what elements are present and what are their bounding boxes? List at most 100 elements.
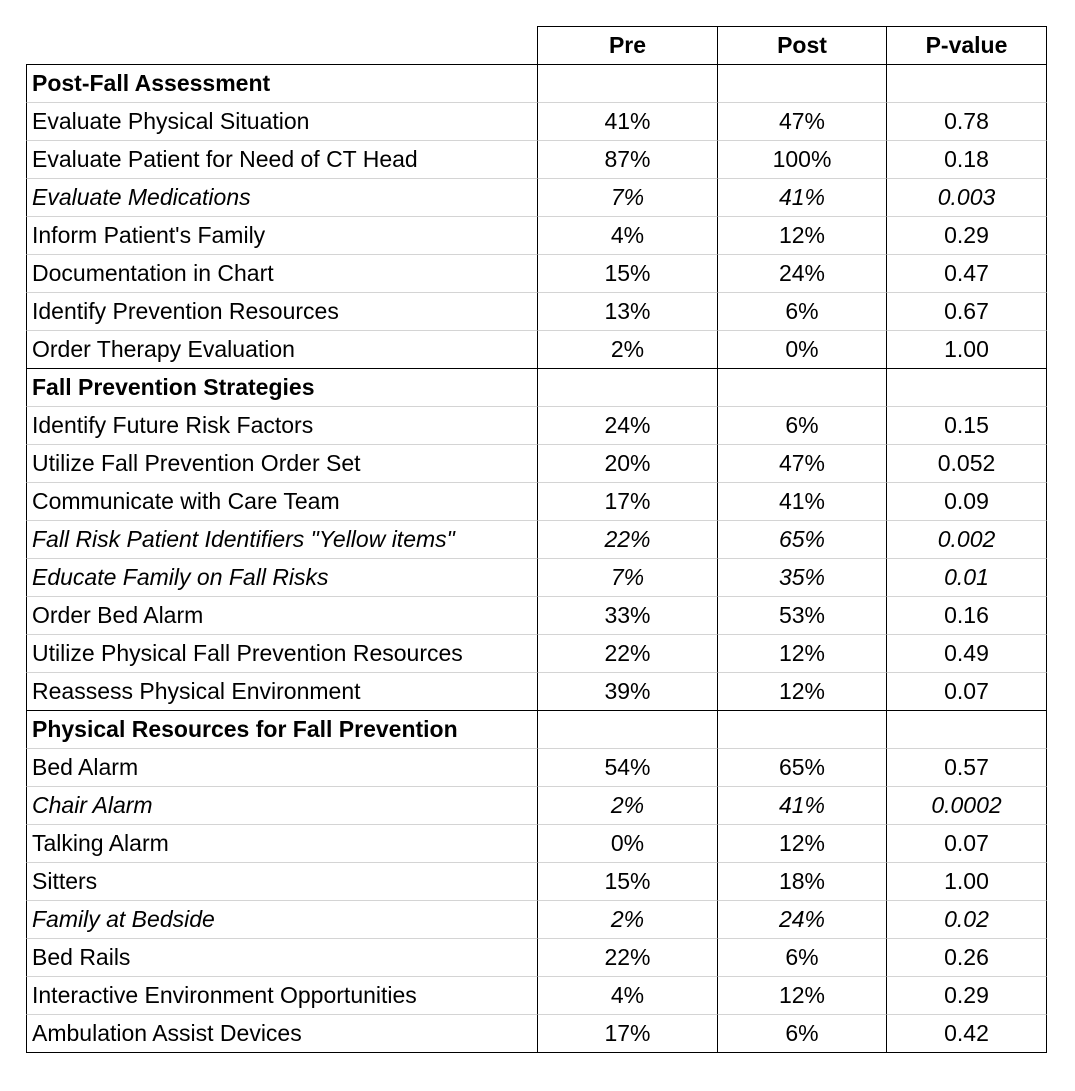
data-row: Family at Bedside 2% 24% 0.02 [26, 900, 1047, 938]
row-label: Identify Prevention Resources [26, 292, 537, 330]
post-value: 12% [717, 216, 886, 254]
row-label: Reassess Physical Environment [26, 672, 537, 710]
data-row: Evaluate Physical Situation 41% 47% 0.78 [26, 102, 1047, 140]
pre-value: 17% [537, 1014, 717, 1053]
post-value: 6% [717, 292, 886, 330]
p-value: 0.01 [886, 558, 1047, 596]
empty-cell [717, 368, 886, 406]
section-row: Physical Resources for Fall Prevention [26, 710, 1047, 748]
post-value: 100% [717, 140, 886, 178]
post-value: 12% [717, 824, 886, 862]
data-row: Identify Future Risk Factors 24% 6% 0.15 [26, 406, 1047, 444]
post-value: 41% [717, 786, 886, 824]
empty-cell [886, 368, 1047, 406]
p-value: 0.07 [886, 672, 1047, 710]
column-header: Post [717, 26, 886, 64]
post-value: 35% [717, 558, 886, 596]
post-value: 65% [717, 748, 886, 786]
pre-value: 22% [537, 634, 717, 672]
row-label: Documentation in Chart [26, 254, 537, 292]
data-row: Identify Prevention Resources 13% 6% 0.67 [26, 292, 1047, 330]
pre-value: 17% [537, 482, 717, 520]
pre-value: 41% [537, 102, 717, 140]
pre-value: 4% [537, 976, 717, 1014]
post-value: 24% [717, 254, 886, 292]
data-row: Talking Alarm 0% 12% 0.07 [26, 824, 1047, 862]
empty-cell [537, 368, 717, 406]
row-label: Identify Future Risk Factors [26, 406, 537, 444]
row-label: Talking Alarm [26, 824, 537, 862]
post-value: 41% [717, 482, 886, 520]
row-label: Evaluate Patient for Need of CT Head [26, 140, 537, 178]
post-value: 47% [717, 444, 886, 482]
row-label: Utilize Physical Fall Prevention Resourc… [26, 634, 537, 672]
p-value: 0.052 [886, 444, 1047, 482]
section-row: Post-Fall Assessment [26, 64, 1047, 102]
row-label: Inform Patient's Family [26, 216, 537, 254]
pre-value: 2% [537, 330, 717, 368]
pre-value: 7% [537, 178, 717, 216]
p-value: 1.00 [886, 862, 1047, 900]
empty-cell [537, 64, 717, 102]
p-value: 0.0002 [886, 786, 1047, 824]
pre-value: 54% [537, 748, 717, 786]
results-table: Pre Post P-value Post-Fall Assessment Evalua… [26, 26, 1047, 1053]
data-row: Order Bed Alarm 33% 53% 0.16 [26, 596, 1047, 634]
data-row: Bed Rails 22% 6% 0.26 [26, 938, 1047, 976]
data-row: Educate Family on Fall Risks 7% 35% 0.01 [26, 558, 1047, 596]
p-value: 0.29 [886, 216, 1047, 254]
p-value: 0.42 [886, 1014, 1047, 1053]
row-label: Order Bed Alarm [26, 596, 537, 634]
pre-value: 7% [537, 558, 717, 596]
section-title: Post-Fall Assessment [26, 64, 537, 102]
post-value: 41% [717, 178, 886, 216]
p-value: 0.78 [886, 102, 1047, 140]
row-label: Family at Bedside [26, 900, 537, 938]
empty-cell [717, 710, 886, 748]
data-row: Order Therapy Evaluation 2% 0% 1.00 [26, 330, 1047, 368]
row-label: Evaluate Medications [26, 178, 537, 216]
data-row: Ambulation Assist Devices 17% 6% 0.42 [26, 1014, 1047, 1053]
p-value: 0.26 [886, 938, 1047, 976]
row-label: Evaluate Physical Situation [26, 102, 537, 140]
empty-cell [717, 64, 886, 102]
post-value: 12% [717, 672, 886, 710]
row-label: Interactive Environment Opportunities [26, 976, 537, 1014]
header-row: Pre Post P-value [26, 26, 1047, 64]
p-value: 0.02 [886, 900, 1047, 938]
pre-value: 33% [537, 596, 717, 634]
data-row: Bed Alarm 54% 65% 0.57 [26, 748, 1047, 786]
data-row: Interactive Environment Opportunities 4% 1… [26, 976, 1047, 1014]
section-title: Fall Prevention Strategies [26, 368, 537, 406]
post-value: 6% [717, 406, 886, 444]
post-value: 53% [717, 596, 886, 634]
p-value: 0.16 [886, 596, 1047, 634]
post-value: 6% [717, 938, 886, 976]
pre-value: 15% [537, 254, 717, 292]
p-value: 0.15 [886, 406, 1047, 444]
data-row: Evaluate Medications 7% 41% 0.003 [26, 178, 1047, 216]
empty-cell [537, 710, 717, 748]
pre-value: 20% [537, 444, 717, 482]
pre-value: 22% [537, 938, 717, 976]
row-label: Ambulation Assist Devices [26, 1014, 537, 1053]
section-title: Physical Resources for Fall Prevention [26, 710, 537, 748]
data-row: Reassess Physical Environment 39% 12% 0.07 [26, 672, 1047, 710]
post-value: 0% [717, 330, 886, 368]
p-value: 0.47 [886, 254, 1047, 292]
section-row: Fall Prevention Strategies [26, 368, 1047, 406]
table-body: Pre Post P-value Post-Fall Assessment Evalua… [26, 26, 1047, 1053]
p-value: 1.00 [886, 330, 1047, 368]
p-value: 0.29 [886, 976, 1047, 1014]
row-label: Chair Alarm [26, 786, 537, 824]
data-row: Sitters 15% 18% 1.00 [26, 862, 1047, 900]
pre-value: 87% [537, 140, 717, 178]
row-label: Utilize Fall Prevention Order Set [26, 444, 537, 482]
p-value: 0.002 [886, 520, 1047, 558]
data-row: Documentation in Chart 15% 24% 0.47 [26, 254, 1047, 292]
post-value: 18% [717, 862, 886, 900]
data-row: Inform Patient's Family 4% 12% 0.29 [26, 216, 1047, 254]
pre-value: 0% [537, 824, 717, 862]
row-label: Bed Rails [26, 938, 537, 976]
p-value: 0.07 [886, 824, 1047, 862]
